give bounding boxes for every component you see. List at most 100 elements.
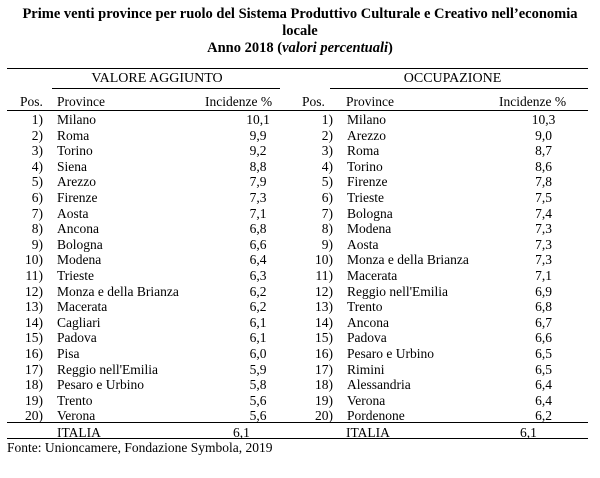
row-value: 6,3 xyxy=(249,267,267,283)
table-row: 14) Cagliari 6,1 xyxy=(7,315,305,331)
row-position: 15) xyxy=(25,330,43,346)
left-total-value: 6,1 xyxy=(233,425,250,440)
row-value: 9,9 xyxy=(249,127,267,143)
table-row: 13) Macerata 6,2 xyxy=(7,299,305,315)
section-underline-left xyxy=(52,88,280,89)
row-value: 7,1 xyxy=(249,205,267,221)
row-province: Bologna xyxy=(347,205,393,221)
row-position: 3) xyxy=(31,143,43,159)
table-row: 9) Bologna 6,6 xyxy=(7,237,305,253)
row-province: Torino xyxy=(57,143,93,159)
table-row: 11) Macerata 7,1 xyxy=(298,268,588,284)
row-province: Reggio nell'Emilia xyxy=(57,361,159,377)
table-row: 20) Verona 5,6 xyxy=(7,408,305,424)
top-rule xyxy=(7,68,588,69)
row-position: 20) xyxy=(315,408,333,424)
row-province: Milano xyxy=(57,112,96,127)
row-province: Verona xyxy=(57,408,96,424)
row-value: 6,6 xyxy=(249,236,267,252)
row-province: Rimini xyxy=(347,361,385,377)
table-row: 15) Padova 6,6 xyxy=(298,330,588,346)
row-province: Trento xyxy=(57,392,93,408)
row-province: Aosta xyxy=(347,236,379,252)
row-province: Pordenone xyxy=(347,408,405,424)
row-position: 13) xyxy=(315,299,333,315)
left-header-value: Incidenze % xyxy=(205,94,273,109)
title-line-3: Anno 2018 (valori percentuali) xyxy=(0,40,600,57)
left-total-label: ITALIA xyxy=(57,425,101,440)
table-row: 8) Ancona 6,8 xyxy=(7,221,305,237)
row-value: 6,5 xyxy=(535,345,552,361)
row-value: 7,3 xyxy=(535,221,552,237)
row-province: Bologna xyxy=(57,236,103,252)
table-row: 7) Aosta 7,1 xyxy=(7,206,305,222)
row-province: Monza e della Brianza xyxy=(347,252,469,268)
table-row: 16) Pesaro e Urbino 6,5 xyxy=(298,346,588,362)
row-value: 5,9 xyxy=(249,361,267,377)
right-header-value: Incidenze % xyxy=(499,94,567,109)
row-province: Pesaro e Urbino xyxy=(57,377,144,393)
table-row: 8) Modena 7,3 xyxy=(298,221,588,237)
row-position: 6) xyxy=(31,189,43,205)
row-value: 6,4 xyxy=(249,252,267,268)
title-close: ) xyxy=(388,40,393,56)
title-unit: valori percentuali xyxy=(282,40,389,56)
row-position: 5) xyxy=(31,174,43,190)
section-underline-right xyxy=(330,88,588,89)
row-value: 10,3 xyxy=(531,112,556,127)
row-province: Arezzo xyxy=(347,127,386,143)
left-header-pos: Pos. xyxy=(20,94,43,109)
row-value: 7,3 xyxy=(249,189,267,205)
table-title: Prime venti province per ruolo del Siste… xyxy=(0,6,600,57)
source-note: Fonte: Unioncamere, Fondazione Symbola, … xyxy=(7,440,273,455)
row-position: 7) xyxy=(31,205,43,221)
row-position: 11) xyxy=(25,267,44,283)
row-province: Padova xyxy=(57,330,97,346)
row-position: 18) xyxy=(25,377,43,393)
row-province: Macerata xyxy=(347,267,398,283)
row-province: Firenze xyxy=(347,174,388,190)
row-position: 16) xyxy=(315,345,333,361)
row-value: 7,1 xyxy=(535,267,552,283)
row-value: 5,8 xyxy=(249,377,267,393)
row-province: Trento xyxy=(347,299,383,315)
row-province: Modena xyxy=(57,252,102,268)
right-total-value: 6,1 xyxy=(520,425,537,440)
row-province: Pesaro e Urbino xyxy=(347,345,434,361)
row-position: 2) xyxy=(321,127,333,143)
row-province: Roma xyxy=(347,143,380,159)
row-value: 6,2 xyxy=(249,299,267,315)
table-row: 5) Arezzo 7,9 xyxy=(7,174,305,190)
row-value: 6,2 xyxy=(249,283,267,299)
row-position: 13) xyxy=(25,299,43,315)
table-row: 5) Firenze 7,8 xyxy=(298,174,588,190)
row-value: 7,3 xyxy=(535,252,552,268)
table-row: 6) Firenze 7,3 xyxy=(7,190,305,206)
row-value: 5,6 xyxy=(249,392,267,408)
row-position: 3) xyxy=(321,143,333,159)
table-row: 3) Torino 9,2 xyxy=(7,143,305,159)
row-province: Macerata xyxy=(57,299,108,315)
row-value: 7,5 xyxy=(535,189,552,205)
row-position: 1) xyxy=(321,112,333,127)
row-province: Monza e della Brianza xyxy=(57,283,179,299)
row-position: 9) xyxy=(31,236,43,252)
row-province: Padova xyxy=(347,330,387,346)
row-value: 6,0 xyxy=(249,345,267,361)
right-total-label: ITALIA xyxy=(346,425,390,440)
row-value: 7,3 xyxy=(535,236,552,252)
left-header-province: Province xyxy=(57,94,105,109)
right-header-province: Province xyxy=(346,94,394,109)
row-position: 10) xyxy=(25,252,43,268)
table-row: 20) Pordenone 6,2 xyxy=(298,408,588,424)
row-position: 1) xyxy=(31,112,43,127)
row-province: Verona xyxy=(347,392,386,408)
table-row: 15) Padova 6,1 xyxy=(7,330,305,346)
header-rule xyxy=(7,110,588,111)
table-row: 18) Pesaro e Urbino 5,8 xyxy=(7,377,305,393)
section-occupazione: OCCUPAZIONE xyxy=(403,71,502,86)
row-position: 5) xyxy=(321,174,333,190)
row-province: Aosta xyxy=(57,205,89,221)
total-rule-bottom xyxy=(7,438,588,439)
row-position: 11) xyxy=(315,267,334,283)
